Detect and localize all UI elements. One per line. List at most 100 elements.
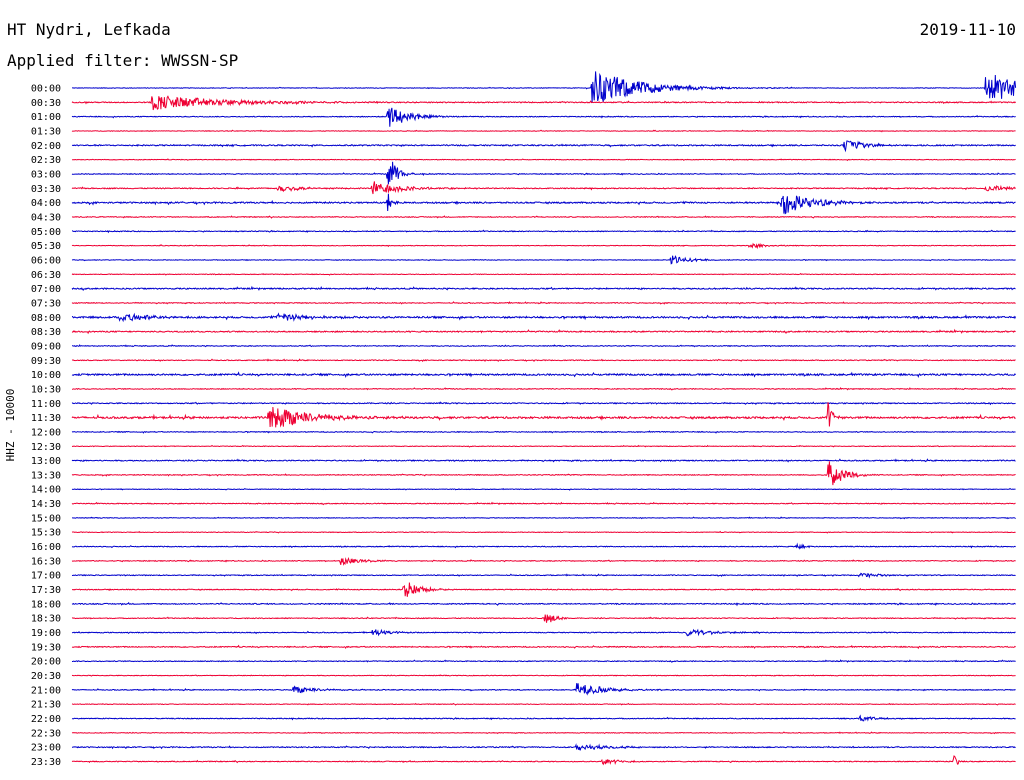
row-time-label: 12:30 xyxy=(31,442,61,453)
trace-row xyxy=(71,628,1016,637)
row-time-label: 05:00 xyxy=(31,227,61,238)
row-time-label: 20:00 xyxy=(31,657,61,668)
row-time-label: 02:00 xyxy=(31,141,61,152)
trace-row xyxy=(71,530,1016,534)
trace-row xyxy=(71,255,1016,265)
trace-row xyxy=(71,659,1016,663)
row-time-label: 16:00 xyxy=(31,542,61,553)
date-label: 2019-11-10 xyxy=(919,20,1016,39)
row-time-label: 16:30 xyxy=(31,556,61,567)
trace-row xyxy=(71,301,1016,305)
row-time-label: 00:00 xyxy=(31,84,61,95)
row-time-label: 07:30 xyxy=(31,298,61,309)
row-time-label: 00:30 xyxy=(31,98,61,109)
row-time-label: 04:30 xyxy=(31,212,61,223)
trace-row xyxy=(71,158,1016,162)
row-time-label: 11:30 xyxy=(31,413,61,424)
trace-row xyxy=(71,501,1016,506)
trace-row xyxy=(71,601,1016,607)
trace-row xyxy=(71,129,1016,133)
trace-row xyxy=(71,458,1016,463)
trace-row xyxy=(71,386,1016,391)
trace-row xyxy=(71,556,1016,566)
row-time-label: 01:30 xyxy=(31,126,61,137)
filter-line: Applied filter: WWSSN-SP xyxy=(7,51,238,70)
trace-row xyxy=(71,402,1016,428)
trace-row xyxy=(71,285,1016,291)
row-time-label: 21:30 xyxy=(31,700,61,711)
row-time-label: 08:30 xyxy=(31,327,61,338)
trace-row xyxy=(71,444,1016,448)
trace-row xyxy=(71,461,1016,486)
row-time-label: 04:00 xyxy=(31,198,61,209)
trace-row xyxy=(71,542,1016,550)
trace-row xyxy=(71,487,1016,491)
row-time-label: 13:00 xyxy=(31,456,61,467)
row-time-label: 18:00 xyxy=(31,599,61,610)
trace-row xyxy=(71,371,1016,378)
trace-row xyxy=(71,644,1016,650)
trace-row xyxy=(71,674,1016,677)
trace-row xyxy=(71,161,1016,185)
row-time-label: 15:00 xyxy=(31,513,61,524)
trace-row xyxy=(71,358,1016,363)
trace-layer xyxy=(71,71,1017,766)
trace-row xyxy=(71,731,1016,735)
trace-row xyxy=(71,328,1016,335)
row-time-label: 03:30 xyxy=(31,184,61,195)
row-time-label: 23:00 xyxy=(31,743,61,754)
trace-row xyxy=(71,582,1016,597)
station-title: HT Nydri, Lefkada xyxy=(7,20,171,39)
filter-prefix: Applied filter: xyxy=(7,51,152,70)
trace-row xyxy=(71,95,1016,111)
row-time-label: 08:00 xyxy=(31,313,61,324)
trace-row xyxy=(71,140,1016,153)
channel-label: HHZ - 10000 xyxy=(4,389,17,462)
row-time-label: 14:00 xyxy=(31,485,61,496)
row-time-label: 12:00 xyxy=(31,427,61,438)
trace-row xyxy=(71,683,1016,696)
trace-row xyxy=(71,344,1016,348)
trace-row xyxy=(71,312,1017,323)
row-time-label: 05:30 xyxy=(31,241,61,252)
row-time-label: 07:00 xyxy=(31,284,61,295)
row-time-label: 17:30 xyxy=(31,585,61,596)
row-time-label: 09:30 xyxy=(31,356,61,367)
row-time-label: 03:00 xyxy=(31,169,61,180)
row-time-label: 19:00 xyxy=(31,628,61,639)
trace-row xyxy=(71,71,1017,104)
row-time-label: 23:30 xyxy=(31,757,61,768)
trace-row xyxy=(71,614,1016,623)
trace-row xyxy=(71,743,1016,751)
trace-row xyxy=(71,272,1016,276)
row-time-label: 15:30 xyxy=(31,528,61,539)
row-time-label: 10:30 xyxy=(31,384,61,395)
trace-row xyxy=(71,242,1016,250)
row-time-label: 17:00 xyxy=(31,571,61,582)
row-time-label: 10:00 xyxy=(31,370,61,381)
trace-row xyxy=(71,107,1016,127)
row-time-label: 21:00 xyxy=(31,685,61,696)
row-time-label: 09:00 xyxy=(31,341,61,352)
trace-row xyxy=(71,193,1016,215)
trace-row xyxy=(71,215,1016,219)
row-time-label: 22:00 xyxy=(31,714,61,725)
trace-row xyxy=(71,181,1016,195)
trace-row xyxy=(71,714,1016,722)
row-time-label: 14:30 xyxy=(31,499,61,510)
row-time-label: 01:00 xyxy=(31,112,61,123)
row-time-label: 18:30 xyxy=(31,614,61,625)
row-time-label: 11:00 xyxy=(31,399,61,410)
trace-row xyxy=(71,702,1016,706)
row-time-label: 06:30 xyxy=(31,270,61,281)
trace-row xyxy=(71,401,1016,406)
trace-row xyxy=(71,516,1016,520)
trace-row xyxy=(71,229,1016,234)
row-label-layer: 00:00 00:30 01:00 01:30 02:00 02:30 03:00 03:30… xyxy=(31,84,61,769)
row-time-label: 19:30 xyxy=(31,642,61,653)
trace-row xyxy=(71,430,1016,434)
row-time-label: 20:30 xyxy=(31,671,61,682)
row-time-label: 06:00 xyxy=(31,255,61,266)
row-time-label: 13:30 xyxy=(31,470,61,481)
